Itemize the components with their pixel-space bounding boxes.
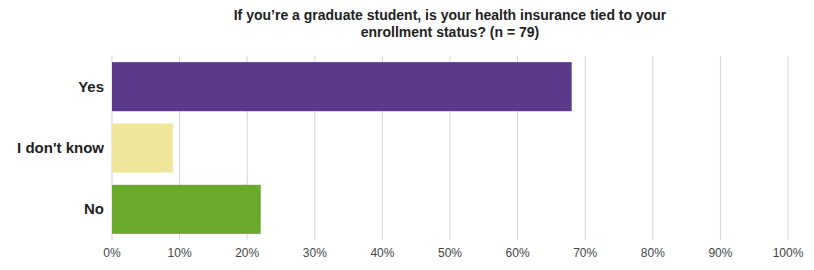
grid-line — [788, 56, 789, 240]
x-tick-label: 10% — [168, 246, 192, 260]
chart-container: If you’re a graduate student, is your he… — [0, 0, 814, 270]
background — [0, 0, 814, 270]
grid-line — [585, 56, 586, 240]
x-tick-label: 50% — [438, 246, 462, 260]
x-tick-label: 100% — [773, 246, 804, 260]
y-axis: Yes I don't know No — [17, 78, 104, 218]
chart-svg: If you’re a graduate student, is your he… — [0, 0, 814, 270]
bar — [112, 123, 173, 172]
grid-line — [720, 56, 721, 240]
bars — [112, 62, 572, 234]
y-tick-label: I don't know — [17, 139, 104, 156]
x-tick-label: 0% — [103, 246, 121, 260]
y-tick-label: Yes — [78, 78, 104, 95]
x-tick-label: 80% — [641, 246, 665, 260]
chart-title: If you’re a graduate student, is your he… — [234, 7, 667, 40]
x-tick-label: 70% — [573, 246, 597, 260]
x-tick-label: 40% — [370, 246, 394, 260]
y-tick-label: No — [84, 200, 104, 217]
x-tick-label: 20% — [235, 246, 259, 260]
x-axis: 0% 10% 20% 30% 40% 50% 60% 70% 80% 90% 100% — [103, 246, 803, 260]
bar — [112, 185, 261, 234]
grid-line — [652, 56, 653, 240]
x-tick-label: 90% — [708, 246, 732, 260]
x-tick-label: 60% — [506, 246, 530, 260]
x-tick-label: 30% — [303, 246, 327, 260]
grid — [112, 56, 788, 240]
bar — [112, 62, 572, 111]
